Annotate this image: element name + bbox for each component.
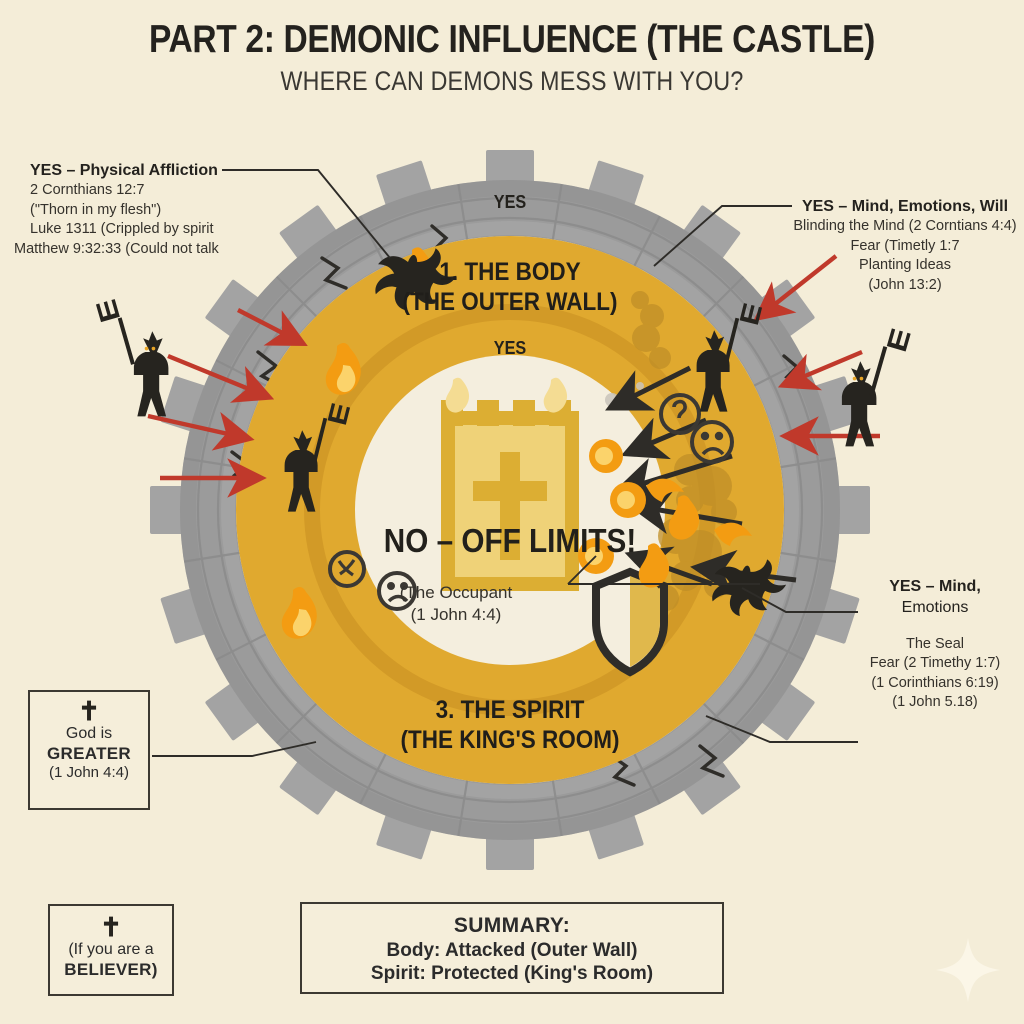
shield-icon (592, 567, 668, 677)
yes-label-top: YES (493, 192, 527, 212)
outer-wall-stone-ring (150, 150, 870, 870)
confused-face-icon (659, 393, 701, 435)
occupant-caption: (The Occupant (1 John 4:4) (356, 582, 556, 626)
demon-icon-3 (696, 303, 763, 412)
page-title: PART 2: DEMONIC INFLUENCE (THE CASTLE) (148, 18, 876, 61)
summary-title: SUMMARY: (453, 914, 571, 937)
torch-flame-icon (445, 377, 568, 413)
yes-label-mid: YES (493, 338, 527, 358)
summary-line-2: Spirit: Protected (King's Room) (370, 962, 654, 984)
annotation-line: ("Thorn in my flesh") (30, 201, 162, 218)
god-is-greater-box: ✝ God is GREATER (1 John 4:4) (28, 690, 150, 810)
annotation-line: (1 Corinthians 6:19) (871, 674, 999, 691)
wall-breach-arrows (147, 254, 880, 498)
annotation-heading-2: Emotions (901, 599, 969, 617)
annotation-mind-emotions-will: YES – Mind, Emotions, Will Blinding the … (786, 196, 1024, 295)
annotation-heading: YES – Mind, (889, 578, 981, 595)
summary-line-1: Body: Attacked (Outer Wall) (386, 939, 638, 961)
emotion-icons (328, 393, 734, 611)
demon-icon-5 (95, 299, 169, 417)
annotation-line: The Seal (905, 635, 965, 652)
annotation-heading: YES – Physical Affliction (30, 162, 218, 179)
cross-icon (473, 452, 547, 560)
sad-face-icon (690, 420, 734, 464)
annotation-line: Planting Ideas (859, 257, 951, 274)
annotation-line: Blinding the Mind (2 Corntians 4:4) (793, 218, 1017, 235)
fireball-icons (578, 439, 752, 574)
demon-icon-4 (712, 559, 787, 617)
summary-box: SUMMARY: Body: Attacked (Outer Wall) Spi… (300, 902, 724, 994)
occupant-line-2: (1 John 4:4) (410, 605, 502, 625)
demon-icon-2 (284, 403, 351, 512)
annotation-line: Fear (Timetly 1:7 (850, 237, 960, 254)
believer-box: ✝ (If you are a BELIEVER) (48, 904, 174, 996)
spirit-label-line-2: (THE KING'S ROOM) (400, 725, 620, 754)
annotation-line: Luke 1311 (Crippled by spirit (30, 221, 214, 238)
inner-keep-icon (441, 377, 579, 591)
flame-icons (281, 247, 700, 639)
demon-icons (95, 248, 911, 617)
body-ring-label: 1. THE BODY (THE OUTER WALL) (384, 258, 636, 317)
sad-face-icon-2 (377, 571, 417, 611)
box-line-2: BELIEVER) (64, 959, 158, 979)
sparkle-icon (936, 938, 1000, 1002)
box-line-3: (1 John 4:4) (48, 764, 130, 782)
cross-icon: ✝ (100, 912, 122, 942)
verdict-off-limits: NO – OFF LIMITS! (383, 522, 637, 559)
leader-lines (152, 169, 858, 757)
annotation-physical-affliction: YES – Physical Affliction 2 Cornthians 1… (14, 160, 230, 259)
annotation-line: (1 John 5.18) (892, 694, 978, 711)
cross-icon: ✝ (78, 696, 100, 726)
box-line-1: (If you are a (68, 941, 154, 958)
annotation-line: (John 13:2) (868, 276, 942, 293)
body-label-line-1: 1. THE BODY (439, 258, 581, 286)
annotation-line: Matthew 9:32:33 (Could not talk (14, 240, 219, 257)
spirit-ring-label: 3. THE SPIRIT (THE KING'S ROOM) (384, 696, 636, 755)
body-label-line-2: (THE OUTER WALL) (402, 287, 618, 316)
spirit-label-line-1: 3. THE SPIRIT (435, 696, 585, 724)
occupant-line-1: (The Occupant (399, 583, 513, 602)
annotation-heading: YES – Mind, Emotions, Will (801, 198, 1009, 215)
annotation-line: Fear (2 Timethy 1:7) (869, 655, 1001, 672)
box-line-1: God is (65, 725, 113, 742)
demon-icon-1 (375, 248, 457, 311)
annotation-line: 2 Cornthians 12:7 (30, 182, 145, 199)
page-subtitle: WHERE CAN DEMONS MESS WITH YOU? (280, 66, 744, 96)
sad-face-icon-3 (328, 550, 366, 588)
demon-icon-6 (841, 328, 911, 447)
annotation-the-seal: YES – Mind, Emotions The Seal Fear (2 Ti… (846, 576, 1024, 713)
box-line-2: GREATER (47, 743, 131, 763)
